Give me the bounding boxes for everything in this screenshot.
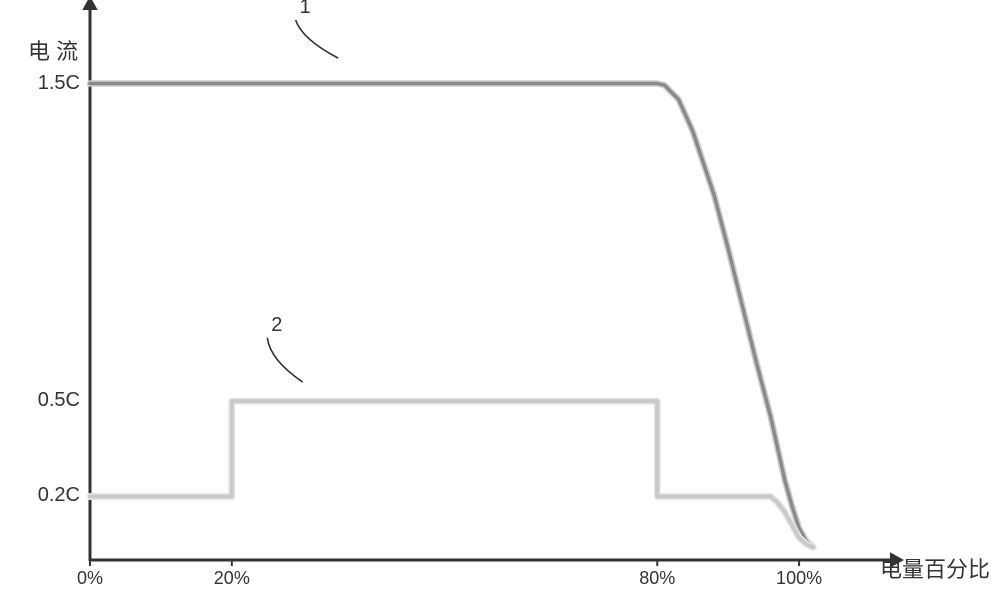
chart-container: 电 流 电量百分比 0.2C 0.5C 1.5C 0% 20% 80% 100% 1 2 <box>0 0 1000 612</box>
x-axis-label: 电量百分比 <box>880 552 990 584</box>
y-tick-label: 0.2C <box>20 484 80 507</box>
y-tick-label: 1.5C <box>20 72 80 95</box>
chart-svg <box>0 0 1000 612</box>
y-axis-label: 电 流 <box>28 40 78 64</box>
x-tick-label: 80% <box>639 568 675 589</box>
x-tick-label: 20% <box>214 568 250 589</box>
x-tick-label: 0% <box>77 568 103 589</box>
x-tick-label: 100% <box>776 568 822 589</box>
y-tick-label: 0.5C <box>20 389 80 412</box>
series-label-2: 2 <box>271 314 282 337</box>
series-label-1: 1 <box>300 0 311 19</box>
